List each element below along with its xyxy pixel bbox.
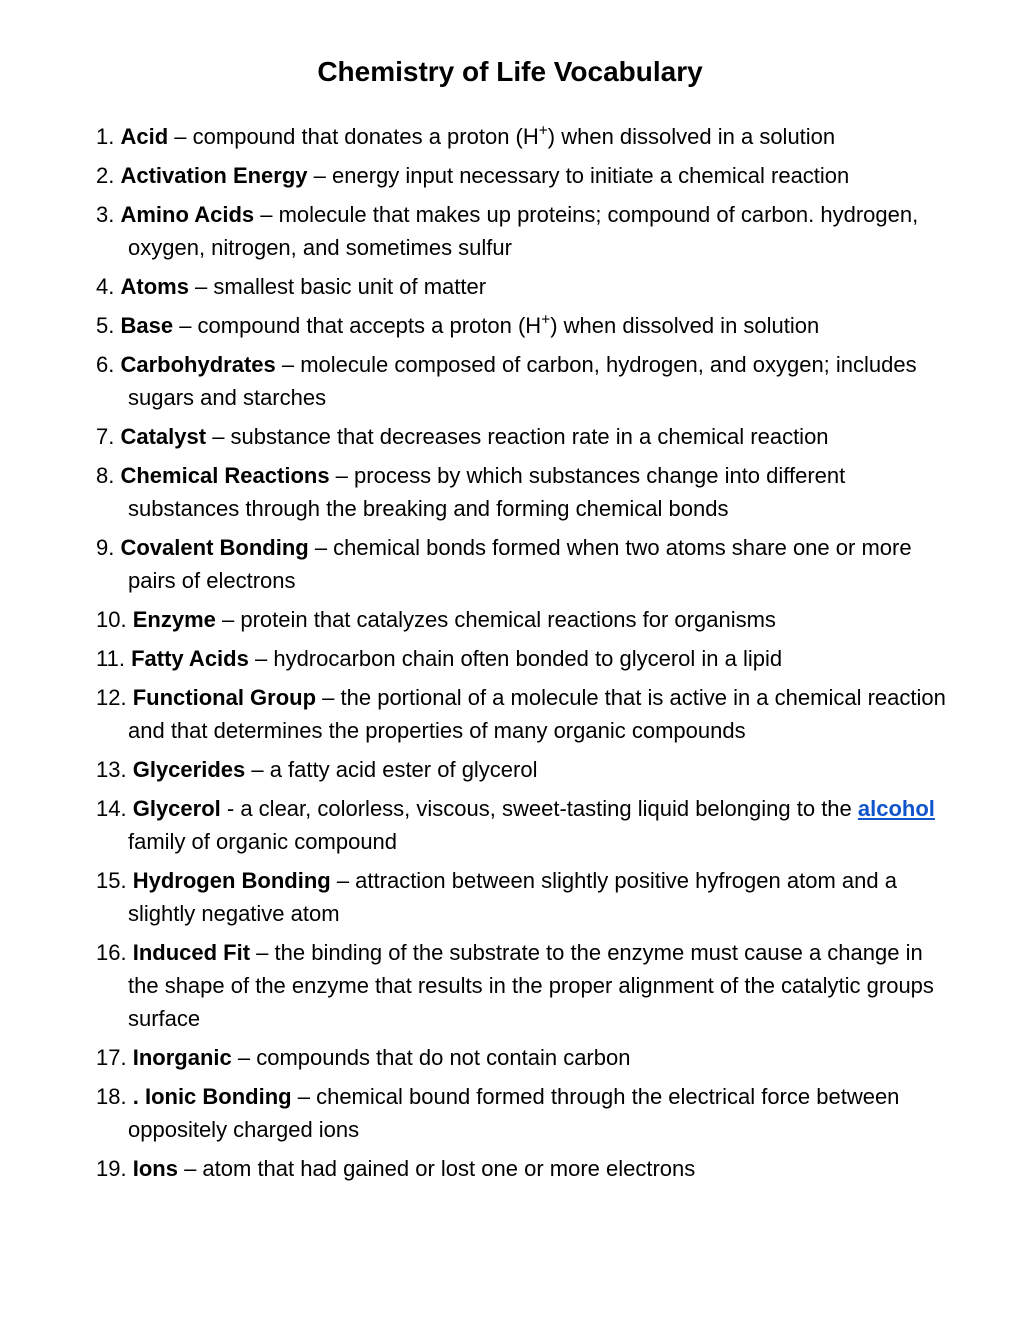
- vocab-item: Glycerol - a clear, colorless, viscous, …: [72, 792, 948, 858]
- vocab-term: Atoms: [120, 274, 188, 299]
- vocab-definition: ) when dissolved in a solution: [548, 124, 835, 149]
- vocab-item: Inorganic – compounds that do not contai…: [72, 1041, 948, 1074]
- vocab-definition: hydrocarbon chain often bonded to glycer…: [273, 646, 782, 671]
- separator: –: [173, 313, 197, 338]
- vocab-term: Ions: [133, 1156, 178, 1181]
- vocab-term: Fatty Acids: [131, 646, 249, 671]
- vocabulary-list: Acid – compound that donates a proton (H…: [72, 120, 948, 1185]
- vocab-term: Hydrogen Bonding: [133, 868, 331, 893]
- separator: –: [292, 1084, 316, 1109]
- vocab-definition: protein that catalyzes chemical reaction…: [240, 607, 776, 632]
- separator: –: [245, 757, 269, 782]
- vocab-item: Catalyst – substance that decreases reac…: [72, 420, 948, 453]
- vocab-item: Atoms – smallest basic unit of matter: [72, 270, 948, 303]
- vocab-definition: family of organic compound: [128, 829, 397, 854]
- vocab-definition: compound that donates a proton (H: [193, 124, 539, 149]
- vocab-term: Catalyst: [120, 424, 206, 449]
- vocab-definition: a fatty acid ester of glycerol: [270, 757, 538, 782]
- vocab-term: Covalent Bonding: [120, 535, 308, 560]
- vocab-item: Carbohydrates – molecule composed of car…: [72, 348, 948, 414]
- vocab-item: Activation Energy – energy input necessa…: [72, 159, 948, 192]
- vocab-item: . Ionic Bonding – chemical bound formed …: [72, 1080, 948, 1146]
- vocab-definition: a clear, colorless, viscous, sweet-tasti…: [240, 796, 858, 821]
- vocab-item: Covalent Bonding – chemical bonds formed…: [72, 531, 948, 597]
- vocab-term: Functional Group: [133, 685, 316, 710]
- separator: –: [232, 1045, 256, 1070]
- separator: –: [309, 535, 333, 560]
- separator: –: [331, 868, 355, 893]
- vocab-item: Induced Fit – the binding of the substra…: [72, 936, 948, 1035]
- vocab-term: Chemical Reactions: [120, 463, 329, 488]
- separator: –: [249, 646, 273, 671]
- page-title: Chemistry of Life Vocabulary: [72, 56, 948, 88]
- separator: –: [276, 352, 300, 377]
- separator: –: [168, 124, 192, 149]
- separator: –: [254, 202, 278, 227]
- vocab-definition: atom that had gained or lost one or more…: [202, 1156, 695, 1181]
- vocab-item: Chemical Reactions – process by which su…: [72, 459, 948, 525]
- separator: –: [216, 607, 240, 632]
- separator: –: [206, 424, 230, 449]
- vocab-definition: compounds that do not contain carbon: [256, 1045, 630, 1070]
- definition-link[interactable]: alcohol: [858, 796, 935, 821]
- vocab-term: Inorganic: [133, 1045, 232, 1070]
- vocab-term: Glycerol: [133, 796, 221, 821]
- vocab-item: Fatty Acids – hydrocarbon chain often bo…: [72, 642, 948, 675]
- vocab-definition: substance that decreases reaction rate i…: [231, 424, 829, 449]
- vocab-item: Enzyme – protein that catalyzes chemical…: [72, 603, 948, 636]
- vocab-definition: compound that accepts a proton (H: [198, 313, 542, 338]
- term-prefix: .: [133, 1084, 145, 1109]
- separator: –: [189, 274, 213, 299]
- separator: –: [250, 940, 274, 965]
- separator: –: [308, 163, 332, 188]
- vocab-item: Ions – atom that had gained or lost one …: [72, 1152, 948, 1185]
- vocab-term: Amino Acids: [120, 202, 254, 227]
- separator: –: [330, 463, 354, 488]
- separator: –: [316, 685, 340, 710]
- vocab-definition: energy input necessary to initiate a che…: [332, 163, 849, 188]
- superscript: +: [539, 123, 548, 140]
- vocab-item: Functional Group – the portional of a mo…: [72, 681, 948, 747]
- vocab-definition: smallest basic unit of matter: [213, 274, 486, 299]
- separator: -: [221, 796, 241, 821]
- vocab-item: Amino Acids – molecule that makes up pro…: [72, 198, 948, 264]
- vocab-term: Acid: [120, 124, 168, 149]
- vocab-term: Enzyme: [133, 607, 216, 632]
- vocab-term: Activation Energy: [120, 163, 307, 188]
- vocab-term: Glycerides: [133, 757, 246, 782]
- vocab-item: Base – compound that accepts a proton (H…: [72, 309, 948, 342]
- vocab-item: Hydrogen Bonding – attraction between sl…: [72, 864, 948, 930]
- superscript: +: [541, 312, 550, 329]
- vocab-term: Ionic Bonding: [145, 1084, 292, 1109]
- vocab-term: Carbohydrates: [120, 352, 275, 377]
- vocab-term: Base: [120, 313, 173, 338]
- vocab-definition: ) when dissolved in solution: [550, 313, 819, 338]
- vocab-item: Acid – compound that donates a proton (H…: [72, 120, 948, 153]
- separator: –: [178, 1156, 202, 1181]
- vocab-term: Induced Fit: [133, 940, 250, 965]
- vocab-item: Glycerides – a fatty acid ester of glyce…: [72, 753, 948, 786]
